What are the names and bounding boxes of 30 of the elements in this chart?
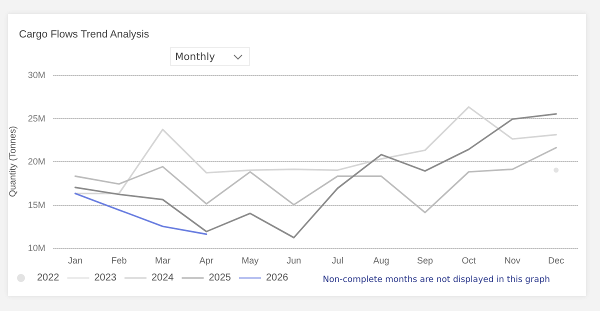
x-tick-label: Oct bbox=[462, 256, 476, 266]
x-tick-label: Nov bbox=[504, 256, 521, 266]
line-series bbox=[74, 106, 557, 194]
legend-label: 2023 bbox=[94, 272, 117, 284]
text: Non-complete months are not displayed in this graph bbox=[322, 275, 550, 285]
x-tick-label: May bbox=[242, 256, 260, 266]
y-tick-label: 30M bbox=[28, 70, 46, 80]
y-axis-title: Quantity (Tonnes) bbox=[8, 126, 18, 198]
x-tick-label: Jul bbox=[332, 256, 344, 266]
y-tick-label: 10M bbox=[28, 243, 46, 253]
text: Monthly bbox=[175, 52, 216, 63]
x-tick-label: Jan bbox=[68, 256, 83, 266]
x-tick-label: Sep bbox=[416, 256, 433, 266]
legend-label: 2026 bbox=[266, 272, 289, 284]
chart-title: Cargo Flows Trend Analysis bbox=[19, 28, 150, 40]
x-tick-label: Feb bbox=[111, 256, 127, 266]
y-tick-label: 20M bbox=[28, 156, 46, 166]
x-tick-label: Jun bbox=[286, 256, 302, 266]
line-series bbox=[74, 192, 208, 235]
legend-label: 2022 bbox=[37, 272, 60, 284]
x-tick-label: Aug bbox=[373, 256, 390, 266]
y-tick-label: 15M bbox=[28, 200, 46, 210]
line-series bbox=[74, 113, 557, 238]
y-tick-label: 25M bbox=[28, 113, 46, 124]
x-tick-label: Dec bbox=[548, 256, 565, 266]
x-tick-label: Apr bbox=[199, 256, 214, 266]
legend-label: 2024 bbox=[151, 272, 174, 284]
line-series bbox=[74, 146, 557, 214]
x-tick-label: Mar bbox=[154, 256, 170, 266]
legend-label: 2025 bbox=[208, 272, 232, 284]
